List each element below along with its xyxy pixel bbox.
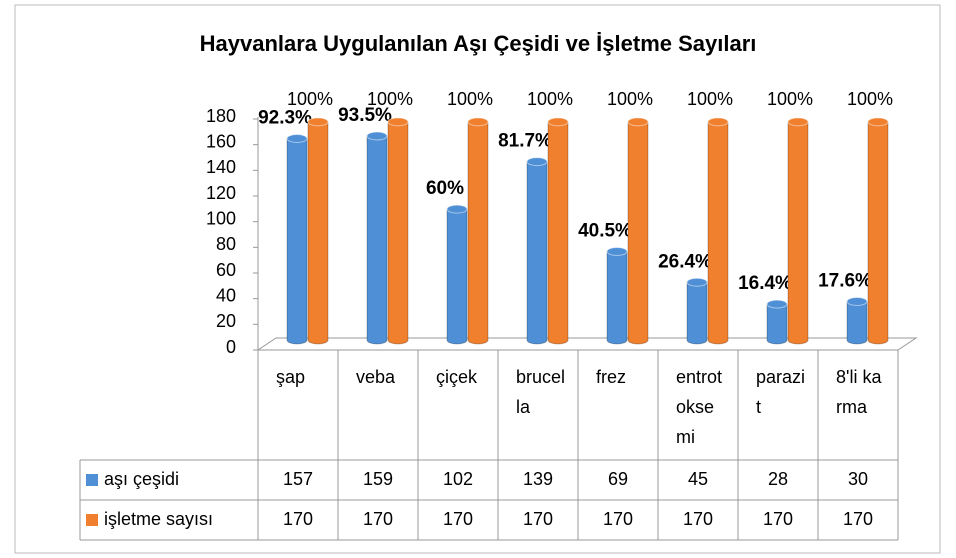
legend-key xyxy=(86,514,98,526)
bar-cap xyxy=(846,297,868,306)
y-tick-label: 120 xyxy=(206,183,236,203)
x-tick-label: çiçek xyxy=(436,367,478,387)
table-value: 170 xyxy=(843,509,873,529)
bar xyxy=(627,121,649,345)
bar-cap xyxy=(307,117,329,127)
legend-label: işletme sayısı xyxy=(104,509,213,529)
data-label: 100% xyxy=(367,89,413,109)
floor xyxy=(256,337,918,351)
bar xyxy=(446,208,468,345)
table-value: 159 xyxy=(363,469,393,489)
table-value: 28 xyxy=(768,469,788,489)
bar-cap xyxy=(787,117,809,127)
table-value: 30 xyxy=(848,469,868,489)
table-value: 157 xyxy=(283,469,313,489)
table-value: 170 xyxy=(683,509,713,529)
legend-label: aşı çeşidi xyxy=(104,469,179,489)
y-tick-label: 180 xyxy=(206,106,236,126)
table-value: 170 xyxy=(523,509,553,529)
table-value: 102 xyxy=(443,469,473,489)
table-value: 45 xyxy=(688,469,708,489)
data-label: 100% xyxy=(527,89,573,109)
data-label: 81.7% xyxy=(498,131,552,152)
bar xyxy=(387,121,409,345)
bar-cap xyxy=(867,117,889,127)
bar xyxy=(766,303,788,345)
table-value: 170 xyxy=(603,509,633,529)
table-value: 170 xyxy=(363,509,393,529)
bar xyxy=(307,121,329,345)
bar xyxy=(467,121,489,345)
y-tick-label: 20 xyxy=(216,311,236,331)
table-value: 170 xyxy=(763,509,793,529)
y-tick-label: 100 xyxy=(206,208,236,228)
bar-cap xyxy=(766,299,788,309)
y-tick-label: 160 xyxy=(206,131,236,151)
bar-cap xyxy=(467,117,489,127)
table-value: 139 xyxy=(523,469,553,489)
x-tick-label: şap xyxy=(276,367,306,387)
bar xyxy=(526,161,548,345)
y-tick-label: 60 xyxy=(216,260,236,280)
chart-title: Hayvanlara Uygulanılan Aşı Çeşidi ve İşl… xyxy=(200,31,757,56)
table-value: 69 xyxy=(608,469,628,489)
bar xyxy=(366,135,388,345)
x-tick-label: frez xyxy=(596,367,627,387)
x-tick-label: entrotoksemi xyxy=(676,367,723,447)
bar-cap xyxy=(707,117,729,127)
bar xyxy=(606,250,628,345)
bar-cap xyxy=(286,134,308,144)
bar xyxy=(286,138,308,345)
bar-cap xyxy=(606,246,628,256)
x-tick-label: veba xyxy=(356,367,396,387)
bar xyxy=(707,121,729,345)
x-tick-label: brucella xyxy=(516,367,566,417)
bar xyxy=(787,121,809,345)
bar-cap xyxy=(366,131,388,141)
bar-cap xyxy=(387,117,409,127)
x-tick-label: 8'li karma xyxy=(836,367,882,417)
bar xyxy=(686,281,708,345)
data-label: 60% xyxy=(426,178,464,199)
data-label: 17.6% xyxy=(818,271,872,292)
data-label: 26.4% xyxy=(658,251,712,272)
bar-cap xyxy=(547,117,569,127)
bar-cap xyxy=(526,157,548,167)
table-value: 170 xyxy=(283,509,313,529)
data-label: 100% xyxy=(767,89,813,109)
data-label: 92.3% xyxy=(258,108,312,129)
bar-cap xyxy=(627,117,649,127)
table-value: 170 xyxy=(443,509,473,529)
data-label: 100% xyxy=(847,89,893,109)
data-label: 100% xyxy=(447,89,493,109)
y-tick-label: 140 xyxy=(206,157,236,177)
bar-cap xyxy=(686,277,708,287)
data-label: 93.5% xyxy=(338,105,392,126)
x-tick-label: parazit xyxy=(756,367,806,417)
data-label: 16.4% xyxy=(738,273,792,294)
y-tick-label: 0 xyxy=(226,337,236,357)
y-tick-label: 80 xyxy=(216,234,236,254)
data-label: 40.5% xyxy=(578,220,632,241)
bar xyxy=(547,121,569,345)
y-tick-label: 40 xyxy=(216,285,236,305)
bar-cap xyxy=(446,204,468,214)
data-label: 100% xyxy=(607,89,653,109)
bar xyxy=(867,121,889,345)
data-label: 100% xyxy=(687,89,733,109)
bar xyxy=(846,301,868,345)
legend-key xyxy=(86,474,98,486)
data-label: 100% xyxy=(287,89,333,109)
